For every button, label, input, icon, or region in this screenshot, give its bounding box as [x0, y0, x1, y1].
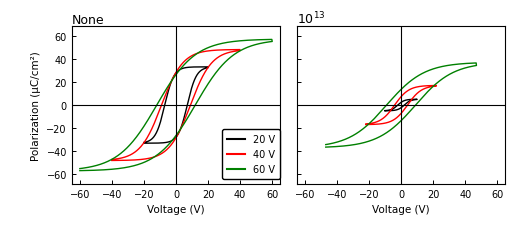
Text: 10$^{13}$: 10$^{13}$	[297, 11, 325, 27]
Legend: 20 V, 40 V, 60 V: 20 V, 40 V, 60 V	[223, 130, 280, 179]
Y-axis label: Polarization (μC/cm²): Polarization (μC/cm²)	[31, 51, 41, 160]
Text: None: None	[72, 14, 105, 27]
X-axis label: Voltage (V): Voltage (V)	[372, 204, 430, 214]
X-axis label: Voltage (V): Voltage (V)	[147, 204, 205, 214]
